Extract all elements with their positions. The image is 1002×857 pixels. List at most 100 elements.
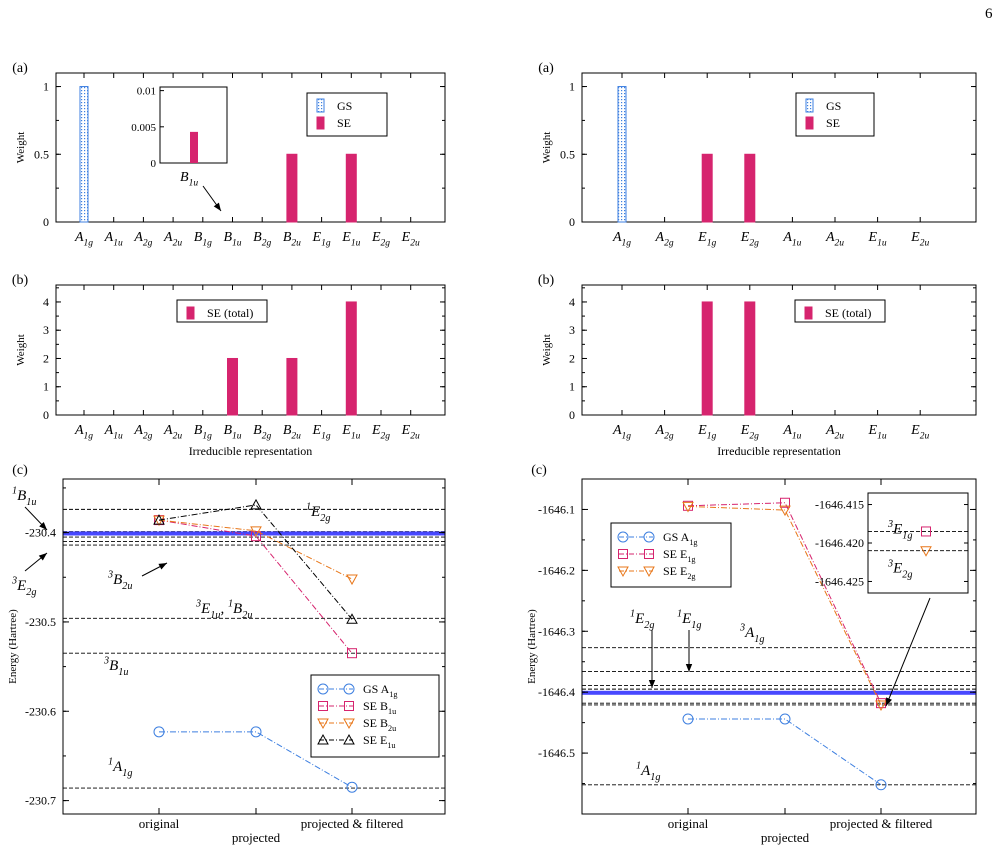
x-tick-label: A1u​	[104, 423, 123, 441]
series-line	[159, 731, 353, 788]
level-label: 1A1g​	[636, 761, 660, 783]
level-label: 1E2g​	[630, 609, 654, 631]
inset-arrow-head	[886, 697, 892, 706]
legend-label: GS A1g​	[363, 682, 398, 699]
bar-se	[286, 153, 298, 223]
bar-se	[345, 153, 357, 223]
reference-energy-band	[582, 690, 976, 695]
x-tick-label: original	[668, 816, 709, 831]
y-axis-label: Energy (Hartree)	[526, 609, 538, 684]
legend-marker	[618, 549, 628, 559]
data-point	[682, 713, 694, 725]
inset-tick-label: -1646.425	[815, 574, 864, 588]
y-tick-label: 1	[43, 380, 49, 394]
x-tick-label: E2u​	[910, 230, 929, 248]
panel-label: (c)	[531, 463, 547, 478]
x-tick-label: E2g​	[371, 230, 390, 248]
x-axis-label: Irreducible representation	[189, 444, 313, 458]
level-label: 3B2u​	[107, 570, 132, 592]
legend-label: GS	[337, 99, 352, 113]
x-tick-label: E1u​	[868, 230, 887, 248]
data-point	[250, 726, 262, 738]
x-tick-label: E1u​	[341, 230, 360, 248]
y-tick-label: 4	[569, 295, 575, 309]
legend-label: GS	[826, 99, 841, 113]
x-tick-label: A2g​	[133, 423, 152, 441]
x-tick-label: A2g​	[655, 230, 674, 248]
y-tick-label: 0	[43, 215, 49, 229]
x-tick-label: E2u​	[401, 230, 420, 248]
y-tick-label: -1646.3	[538, 624, 575, 638]
x-tick-label: B1g​	[194, 423, 212, 441]
y-axis-label: Weight	[541, 334, 553, 366]
inset-arrow-head	[213, 202, 221, 211]
bar-se	[227, 357, 238, 416]
x-tick-label: A2u​	[825, 423, 844, 441]
data-point	[347, 648, 357, 659]
series-line	[687, 502, 882, 704]
inset-tick-label: 0.01	[137, 86, 156, 98]
inset-tick-label: -1646.420	[815, 536, 864, 550]
y-axis-label: Energy (Hartree)	[7, 609, 19, 684]
series-line	[158, 519, 353, 580]
bar-gs	[617, 86, 627, 223]
y-tick-label: 0	[43, 408, 49, 422]
y-tick-label: -230.6	[25, 704, 56, 718]
legend-label: SE E1u​	[363, 733, 396, 750]
legend-label: SE B1u​	[363, 699, 396, 716]
x-tick-label: projected	[761, 830, 810, 845]
x-axis-label: Irreducible representation	[717, 444, 841, 458]
legend-swatch-gs	[316, 98, 325, 113]
inset-frame	[867, 492, 969, 594]
series-line	[688, 718, 882, 786]
legend-label: SE	[337, 116, 351, 130]
level-label: 1B1u​	[12, 486, 36, 508]
x-tick-label: E1g​	[312, 230, 331, 248]
y-tick-label: -1646.5	[538, 746, 575, 760]
legend-marker	[343, 683, 355, 695]
legend-box	[794, 299, 886, 323]
x-tick-label: A2u​	[163, 230, 182, 248]
x-tick-label: B2g​	[253, 423, 271, 441]
inset-tick-label: 0	[151, 158, 157, 170]
x-tick-label: A1u​	[104, 230, 123, 248]
data-point	[251, 531, 261, 542]
x-tick-label: E2g​	[371, 423, 390, 441]
level-label: 1E1g​	[677, 609, 701, 631]
data-point	[346, 613, 358, 624]
plot-frame	[581, 284, 977, 416]
bar-se	[286, 357, 298, 416]
legend-label: SE (total)	[825, 306, 871, 320]
level-label: 1E2g​	[306, 502, 330, 524]
legend-marker	[317, 683, 329, 695]
legend-marker	[644, 549, 654, 559]
y-tick-label: -230.4	[25, 526, 56, 540]
legend-marker	[343, 733, 355, 745]
y-tick-label: 3	[43, 323, 49, 337]
page-number: 6	[985, 6, 993, 22]
bar-se	[701, 301, 713, 416]
x-tick-label: B1g​	[194, 230, 212, 248]
inset-bar	[190, 131, 198, 163]
y-tick-label: 0	[569, 408, 575, 422]
legend-label: SE E2g​	[663, 564, 696, 581]
legend-marker	[617, 531, 629, 543]
data-point	[153, 514, 165, 525]
y-tick-label: -230.5	[25, 615, 56, 629]
inset-tick-label: 0.005	[131, 122, 156, 134]
y-tick-label: 4	[43, 295, 49, 309]
level-arrow-head	[158, 563, 167, 570]
inset-level-label: 3E2g​	[887, 558, 912, 580]
x-tick-label: original	[139, 816, 180, 831]
reference-energy-band	[63, 531, 445, 536]
y-tick-label: -1646.1	[538, 502, 575, 516]
y-tick-label: 0.5	[34, 147, 49, 161]
legend-label: SE (total)	[207, 306, 253, 320]
legend-swatch-se	[805, 116, 814, 130]
legend-marker	[343, 718, 355, 730]
inset-level-label: 3E1g​	[887, 519, 912, 541]
x-tick-label: B1u​	[223, 230, 241, 248]
plot-frame	[581, 478, 977, 815]
x-tick-label: A1g​	[74, 230, 93, 248]
